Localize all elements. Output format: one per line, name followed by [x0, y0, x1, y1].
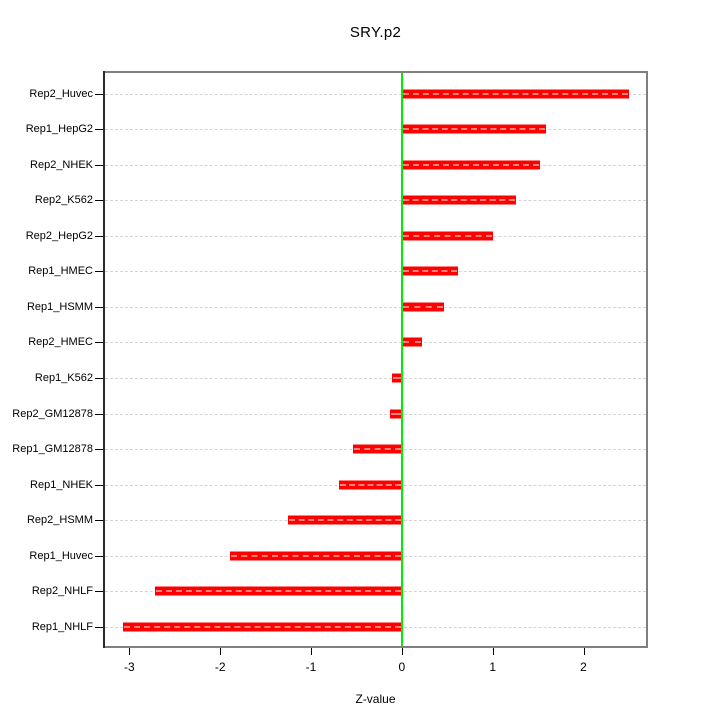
y-tick-label-Rep2_HMEC: Rep2_HMEC [28, 336, 93, 349]
chart-title: SRY.p2 [349, 24, 402, 41]
x-tick-label--3: -3 [123, 660, 135, 674]
bar-dash-pattern [402, 234, 492, 237]
y-axis-tick [95, 164, 103, 166]
y-tick-label-Rep1_NHEK: Rep1_NHEK [30, 478, 93, 491]
bar-Rep2_NHLF [154, 586, 402, 597]
y-tick-label-Rep1_HepG2: Rep1_HepG2 [25, 123, 93, 136]
bar-Rep1_K562 [391, 372, 402, 383]
gridline [105, 200, 646, 202]
bar-dash-pattern [231, 554, 401, 557]
gridline [105, 413, 646, 415]
y-axis-line [103, 71, 105, 648]
gridline [105, 306, 646, 308]
bar-dash-pattern [402, 92, 628, 95]
y-tick-label-Rep2_NHEK: Rep2_NHEK [30, 158, 93, 171]
gridline [105, 377, 646, 379]
bar-dash-pattern [353, 448, 401, 451]
y-tick-label-Rep2_K562: Rep2_K562 [34, 194, 93, 207]
x-tick-label-0: 0 [398, 660, 406, 674]
x-axis-label: Z-value [355, 692, 396, 706]
bar-dash-pattern [402, 199, 516, 202]
y-tick-label-Rep2_HSMM: Rep2_HSMM [26, 514, 93, 527]
bar-Rep1_HepG2 [401, 124, 547, 135]
y-tick-label-Rep1_NHLF: Rep1_NHLF [31, 620, 93, 633]
bar-Rep2_HMEC [401, 337, 422, 348]
bar-Rep2_NHEK [401, 159, 540, 170]
y-axis-tick [95, 484, 103, 486]
bar-Rep2_Huvec [401, 88, 629, 99]
y-axis-tick [95, 306, 103, 308]
bar-Rep1_GM12878 [352, 444, 402, 455]
y-axis-tick [95, 235, 103, 237]
y-axis-tick [95, 377, 103, 379]
y-axis-tick [95, 626, 103, 628]
bar-Rep2_HSMM [288, 515, 402, 526]
x-tick-label-1: 1 [489, 660, 497, 674]
bar-dash-pattern [402, 305, 443, 308]
y-axis-tick [95, 591, 103, 593]
y-tick-label-Rep1_K562: Rep1_K562 [34, 371, 93, 384]
x-axis-tick [311, 648, 312, 655]
y-tick-label-Rep1_HSMM: Rep1_HSMM [26, 300, 93, 313]
x-axis-tick [583, 648, 585, 655]
bar-Rep2_GM12878 [390, 408, 402, 419]
gridline [105, 271, 646, 273]
bar-dash-pattern [340, 483, 401, 486]
x-tick-label-2: 2 [580, 660, 587, 674]
zero-baseline-line [400, 71, 403, 648]
y-tick-label-Rep1_GM12878: Rep1_GM12878 [12, 443, 93, 456]
y-tick-label-Rep2_Huvec: Rep2_Huvec [29, 87, 93, 100]
x-axis-tick [401, 648, 403, 655]
bar-dash-pattern [123, 625, 401, 628]
y-axis-tick [95, 413, 103, 415]
bar-dash-pattern [402, 163, 539, 166]
y-axis-tick [95, 342, 103, 344]
bar-dash-pattern [402, 270, 458, 273]
y-axis-tick [95, 555, 103, 557]
y-tick-label-Rep2_HepG2: Rep2_HepG2 [25, 229, 93, 242]
bar-Rep2_K562 [401, 195, 517, 206]
y-axis-tick [95, 200, 103, 202]
x-axis-tick [492, 648, 494, 655]
y-tick-label-Rep1_Huvec: Rep1_Huvec [29, 549, 93, 562]
bar-dash-pattern [392, 376, 401, 379]
bar-Rep1_HSMM [401, 301, 444, 312]
bar-dash-pattern [402, 128, 546, 131]
x-axis-tick [129, 648, 131, 655]
bar-dash-pattern [155, 590, 401, 593]
bar-Rep1_Huvec [230, 550, 402, 561]
bar-Rep2_HepG2 [401, 230, 493, 241]
bar-Rep1_HMEC [401, 266, 459, 277]
y-axis-tick [95, 129, 103, 131]
gridline [105, 129, 646, 131]
y-tick-label-Rep2_NHLF: Rep2_NHLF [31, 585, 93, 598]
y-tick-label-Rep1_HMEC: Rep1_HMEC [28, 265, 93, 278]
plot-area [103, 71, 648, 648]
bar-Rep1_NHLF [122, 621, 402, 632]
gridline [105, 235, 646, 237]
y-axis-tick [95, 520, 103, 522]
x-tick-label--2: -2 [214, 660, 226, 674]
y-axis-tick [95, 271, 103, 273]
y-axis-tick [95, 449, 103, 451]
y-tick-label-Rep2_GM12878: Rep2_GM12878 [12, 407, 93, 420]
x-axis-tick [220, 648, 222, 655]
gridline [105, 164, 646, 166]
bar-dash-pattern [391, 412, 401, 415]
gridline [105, 93, 646, 95]
plot-border [103, 71, 648, 648]
bar-Rep1_NHEK [339, 479, 402, 490]
gridline [105, 342, 646, 344]
bar-dash-pattern [289, 519, 401, 522]
bar-dash-pattern [402, 341, 421, 344]
y-axis-tick [95, 93, 103, 95]
x-tick-label--1: -1 [305, 660, 317, 674]
